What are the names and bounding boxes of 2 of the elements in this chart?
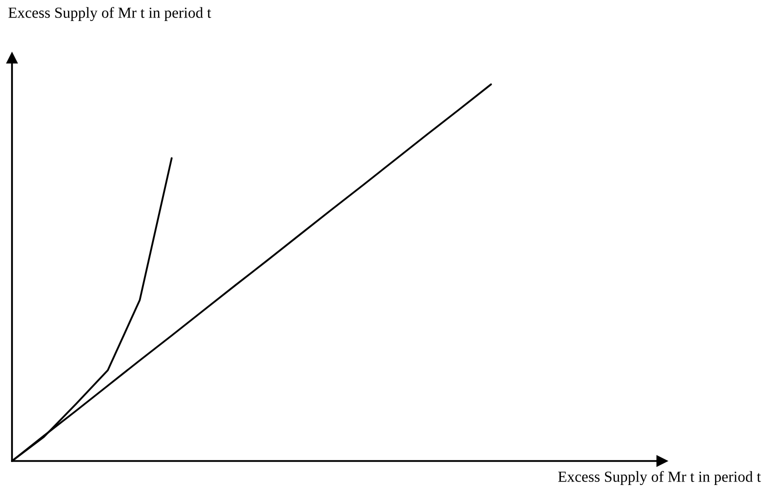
y-axis-title: Excess Supply of Mr t in period t (8, 6, 212, 22)
x-axis-title: Excess Supply of Mr t in period t (558, 470, 761, 486)
